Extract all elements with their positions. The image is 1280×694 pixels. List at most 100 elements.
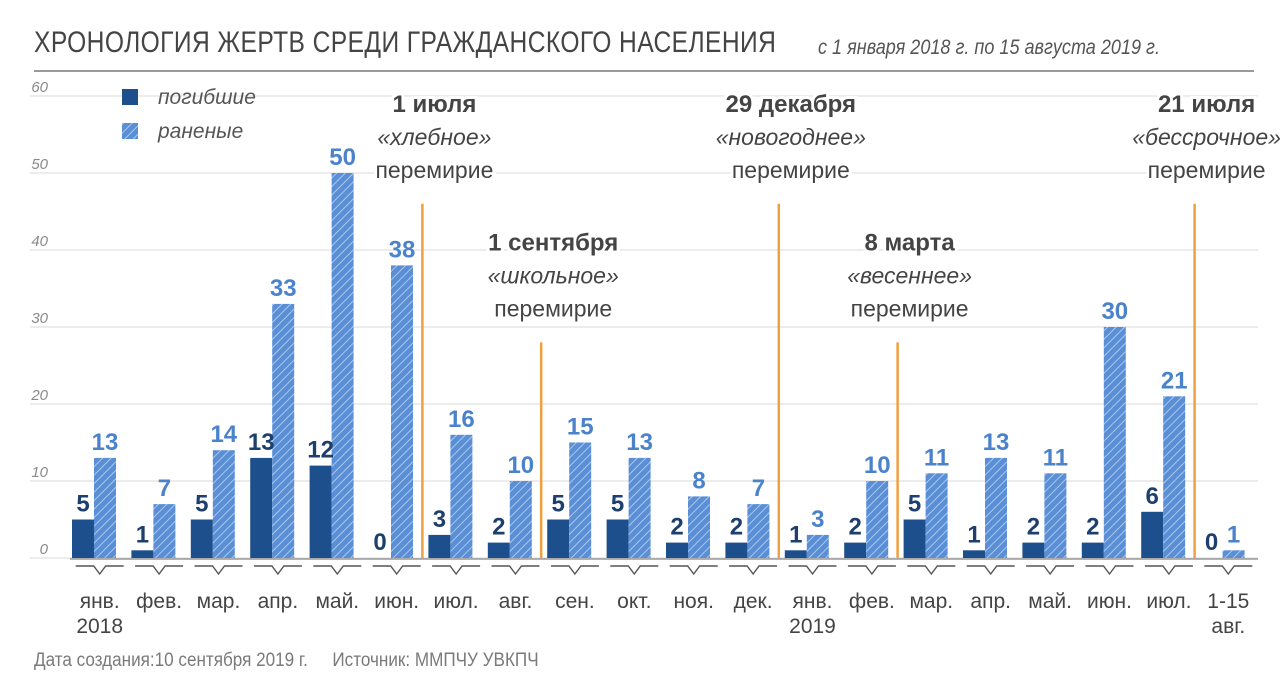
bar-wounded — [1103, 327, 1126, 558]
x-tick-marker — [788, 565, 837, 576]
data-label-killed: 2 — [1027, 514, 1040, 541]
chart-subtitle: с 1 января 2018 г. по 15 августа 2019 г. — [818, 36, 1160, 59]
truce-word-label: перемирие — [494, 295, 612, 321]
data-label-killed: 5 — [908, 491, 921, 518]
data-label-killed: 2 — [849, 514, 862, 541]
data-label-killed: 2 — [730, 514, 743, 541]
bar-killed — [1141, 511, 1164, 558]
x-tick-label: дек. — [734, 590, 773, 613]
truce-name-label: «школьное» — [488, 262, 619, 288]
data-label-wounded: 13 — [626, 429, 653, 456]
bar-wounded — [747, 504, 770, 558]
data-label-wounded: 1 — [1227, 521, 1240, 548]
x-tick-marker — [669, 565, 718, 576]
bar-killed — [190, 519, 213, 558]
legend-label-wounded: раненые — [157, 120, 243, 143]
bar-wounded — [391, 265, 413, 558]
data-label-wounded: 13 — [92, 429, 119, 456]
data-label-killed: 5 — [195, 491, 208, 518]
source: Источник: ММПЧУ УВКПЧ — [332, 650, 539, 671]
x-tick-marker — [491, 565, 540, 576]
x-tick-label: 2019 — [789, 615, 836, 638]
data-label-wounded: 14 — [210, 421, 237, 448]
data-label-wounded: 10 — [507, 452, 534, 479]
bar-wounded — [212, 450, 235, 558]
x-tick-marker — [610, 565, 659, 576]
data-label-wounded: 30 — [1101, 298, 1128, 325]
truce-name-label: «новогоднее» — [716, 124, 866, 150]
bar-wounded — [806, 534, 829, 558]
y-tick-label: 60 — [31, 79, 48, 96]
bar-killed — [844, 542, 867, 558]
x-tick-marker — [1204, 565, 1253, 576]
bar-killed — [963, 550, 985, 558]
x-tick-marker — [550, 565, 599, 576]
bar-wounded — [331, 173, 354, 558]
data-label-killed: 13 — [248, 429, 275, 456]
y-tick-label: 20 — [30, 387, 48, 404]
bar-killed — [666, 542, 688, 558]
x-tick-label: мар. — [197, 590, 241, 613]
x-tick-marker — [253, 565, 302, 576]
bar-killed — [250, 457, 273, 558]
data-label-killed: 3 — [433, 506, 446, 533]
x-tick-marker — [135, 565, 184, 576]
x-tick-marker — [1085, 565, 1134, 576]
x-tick-label: май. — [315, 590, 359, 613]
x-tick-marker — [966, 565, 1015, 576]
y-tick-label: 0 — [40, 541, 49, 558]
x-tick-label: окт. — [617, 590, 651, 613]
truce-date-label: 1 сентября — [488, 229, 618, 256]
data-label-killed: 2 — [492, 514, 505, 541]
legend-swatch-wounded — [122, 123, 138, 139]
x-tick-label: янв. — [793, 590, 833, 613]
data-label-wounded: 3 — [811, 506, 824, 533]
bar-killed — [487, 542, 510, 558]
data-label-wounded: 50 — [329, 144, 356, 171]
y-tick-label: 30 — [31, 310, 48, 327]
x-tick-label: фев. — [136, 590, 182, 613]
data-label-wounded: 10 — [864, 452, 891, 479]
x-tick-label: авг. — [1211, 615, 1245, 638]
x-tick-label: авг. — [499, 590, 533, 613]
x-tick-label: апр. — [970, 590, 1011, 613]
bar-killed — [1081, 542, 1104, 558]
truce-date-label: 1 июля — [392, 91, 476, 118]
truce-name-label: «бессрочное» — [1132, 124, 1280, 150]
bar-wounded — [509, 481, 532, 558]
x-tick-marker — [75, 565, 124, 576]
x-tick-label: сен. — [555, 590, 595, 613]
bar-killed — [725, 542, 748, 558]
data-label-killed: 1 — [789, 521, 802, 548]
x-tick-label: июн. — [1087, 590, 1132, 613]
data-label-killed: 6 — [1146, 483, 1159, 510]
bar-wounded — [153, 504, 176, 558]
bar-killed — [428, 534, 451, 558]
bar-wounded — [450, 434, 473, 558]
x-tick-label: апр. — [258, 590, 299, 613]
legend-label-killed: погибшие — [158, 86, 256, 109]
data-label-wounded: 13 — [983, 429, 1010, 456]
bar-killed — [903, 519, 926, 558]
data-label-wounded: 15 — [567, 414, 594, 441]
truce-name-label: «весеннее» — [847, 262, 972, 288]
x-tick-label: июн. — [374, 590, 419, 613]
x-tick-label: июл. — [434, 590, 479, 613]
truce-word-label: перемирие — [375, 157, 493, 183]
x-tick-marker — [194, 565, 243, 576]
x-tick-marker — [372, 565, 421, 576]
x-axis: янв. 2018 фев. мар. апр. май. июн. июл. авг. сен.… — [70, 558, 1258, 638]
x-tick-label: ноя. — [673, 590, 713, 613]
x-tick-label: 2018 — [76, 615, 123, 638]
creation-date: Дата создания:10 сентября 2019 г. — [34, 650, 308, 671]
bar-wounded — [925, 473, 948, 558]
truce-date-label: 8 марта — [864, 229, 955, 256]
bar-killed — [131, 550, 154, 558]
data-label-wounded: 21 — [1161, 367, 1188, 394]
bar-wounded — [1163, 396, 1186, 558]
x-tick-label: 1-15 — [1207, 590, 1249, 613]
truce-word-label: перемирие — [1148, 157, 1266, 183]
data-label-killed: 5 — [76, 491, 89, 518]
